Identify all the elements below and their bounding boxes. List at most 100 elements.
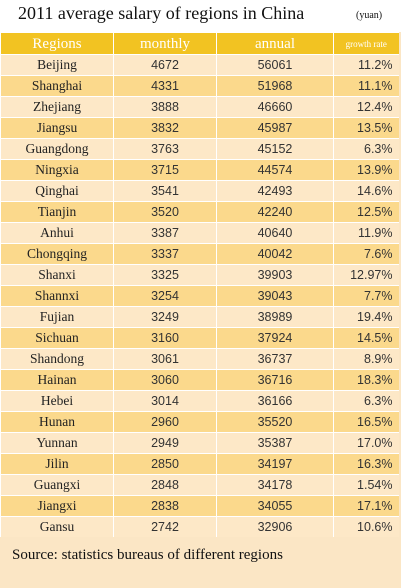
growth-rate-cell: 16.3% [333,453,399,475]
growth-rate-cell: 6.3% [333,390,399,412]
annual-cell: 45987 [216,117,334,139]
source-note: Source: statistics bureaus of different … [12,547,283,563]
annual-cell: 46660 [216,96,334,118]
table-row: Gansu 2742 32906 10.6% [0,516,399,537]
monthly-cell: 4672 [113,54,217,76]
region-cell: Hebei [0,390,114,412]
salary-table-frame: Regions monthly annual growth rate Beiji… [0,32,399,537]
growth-rate-cell: 11.9% [333,222,399,244]
table-row: Tianjin 3520 42240 12.5% [0,201,399,223]
monthly-cell: 3060 [113,369,217,391]
table-row: Hunan 2960 35520 16.5% [0,411,399,433]
region-cell: Jilin [0,453,114,475]
monthly-cell: 2742 [113,516,217,537]
table-row: Guangxi 2848 34178 1.54% [0,474,399,496]
table-row: Hainan 3060 36716 18.3% [0,369,399,391]
growth-rate-cell: 11.1% [333,75,399,97]
region-cell: Guangdong [0,138,114,160]
region-cell: Fujian [0,306,114,328]
annual-cell: 36716 [216,369,334,391]
monthly-cell: 3061 [113,348,217,370]
annual-cell: 34178 [216,474,334,496]
annual-cell: 44574 [216,159,334,181]
region-cell: Yunnan [0,432,114,454]
region-cell: Chongqing [0,243,114,265]
region-cell: Ningxia [0,159,114,181]
region-cell: Shandong [0,348,114,370]
annual-cell: 45152 [216,138,334,160]
table-row: Shannxi 3254 39043 7.7% [0,285,399,307]
table-row: Jilin 2850 34197 16.3% [0,453,399,475]
annual-cell: 40042 [216,243,334,265]
monthly-cell: 3337 [113,243,217,265]
annual-cell: 51968 [216,75,334,97]
growth-rate-cell: 19.4% [333,306,399,328]
region-cell: Zhejiang [0,96,114,118]
table-row: Chongqing 3337 40042 7.6% [0,243,399,265]
annual-cell: 36166 [216,390,334,412]
region-cell: Guangxi [0,474,114,496]
monthly-cell: 4331 [113,75,217,97]
monthly-cell: 2838 [113,495,217,517]
annual-cell: 42493 [216,180,334,202]
region-cell: Qinghai [0,180,114,202]
monthly-cell: 3541 [113,180,217,202]
growth-rate-cell: 14.6% [333,180,399,202]
growth-rate-cell: 11.2% [333,54,399,76]
table-row: Jiangsu 3832 45987 13.5% [0,117,399,139]
chart-title: 2011 average salary of regions in China [18,3,305,23]
monthly-cell: 3254 [113,285,217,307]
annual-cell: 36737 [216,348,334,370]
annual-cell: 56061 [216,54,334,76]
region-cell: Hainan [0,369,114,391]
monthly-cell: 3888 [113,96,217,118]
table-body: Beijing 4672 56061 11.2% Shanghai 4331 51968 11… [0,54,399,537]
region-cell: Jiangsu [0,117,114,139]
monthly-cell: 2960 [113,411,217,433]
annual-cell: 37924 [216,327,334,349]
growth-rate-cell: 16.5% [333,411,399,433]
region-cell: Gansu [0,516,114,537]
growth-rate-cell: 7.7% [333,285,399,307]
monthly-cell: 3160 [113,327,217,349]
annual-cell: 39903 [216,264,334,286]
region-cell: Tianjin [0,201,114,223]
table-row: Hebei 3014 36166 6.3% [0,390,399,412]
region-cell: Shannxi [0,285,114,307]
annual-cell: 39043 [216,285,334,307]
growth-rate-cell: 13.9% [333,159,399,181]
growth-rate-cell: 8.9% [333,348,399,370]
monthly-cell: 2848 [113,474,217,496]
column-header-regions: Regions [0,32,114,55]
growth-rate-cell: 12.97% [333,264,399,286]
monthly-cell: 3520 [113,201,217,223]
monthly-cell: 3387 [113,222,217,244]
growth-rate-cell: 14.5% [333,327,399,349]
monthly-cell: 3325 [113,264,217,286]
table-row: Zhejiang 3888 46660 12.4% [0,96,399,118]
region-cell: Sichuan [0,327,114,349]
region-cell: Shanghai [0,75,114,97]
growth-rate-cell: 10.6% [333,516,399,537]
monthly-cell: 2949 [113,432,217,454]
monthly-cell: 3832 [113,117,217,139]
annual-cell: 34055 [216,495,334,517]
annual-cell: 38989 [216,306,334,328]
growth-rate-cell: 17.1% [333,495,399,517]
table-header-row: Regions monthly annual growth rate [0,32,399,55]
monthly-cell: 3249 [113,306,217,328]
table-row: Yunnan 2949 35387 17.0% [0,432,399,454]
region-cell: Shanxi [0,264,114,286]
growth-rate-cell: 6.3% [333,138,399,160]
monthly-cell: 3715 [113,159,217,181]
growth-rate-cell: 12.4% [333,96,399,118]
table-row: Fujian 3249 38989 19.4% [0,306,399,328]
monthly-cell: 3014 [113,390,217,412]
annual-cell: 35387 [216,432,334,454]
annual-cell: 32906 [216,516,334,537]
annual-cell: 35520 [216,411,334,433]
growth-rate-cell: 18.3% [333,369,399,391]
table-row: Sichuan 3160 37924 14.5% [0,327,399,349]
table-row: Ningxia 3715 44574 13.9% [0,159,399,181]
region-cell: Anhui [0,222,114,244]
